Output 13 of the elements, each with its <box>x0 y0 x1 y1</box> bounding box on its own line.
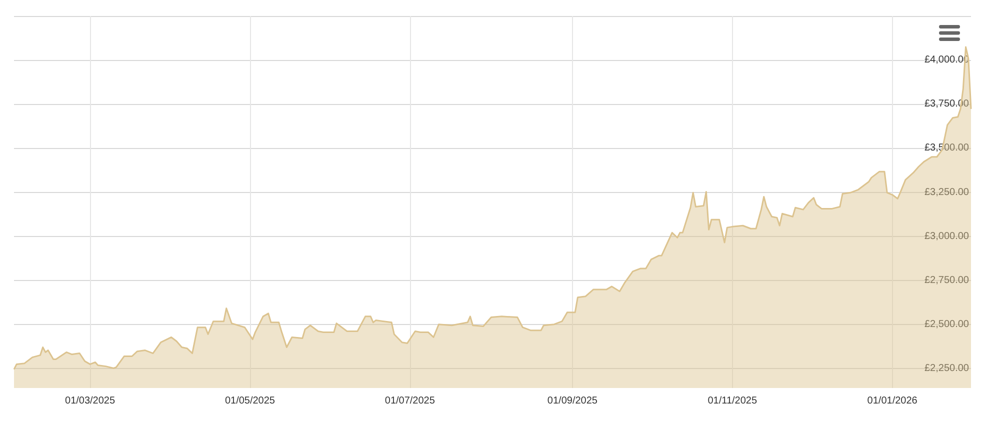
x-tick-label: 01/03/2025 <box>65 396 116 406</box>
x-tick-label: 01/05/2025 <box>224 396 276 406</box>
y-tick-label: £3,250.00 <box>924 186 970 198</box>
y-tick-label: £2,500.00 <box>924 319 970 330</box>
x-tick-label: 01/09/2025 <box>547 396 598 406</box>
y-tick-label: £2,750.00 <box>924 274 970 286</box>
x-tick-label: 01/01/2026 <box>867 396 918 406</box>
y-tick-label: £3,000.00 <box>924 230 970 242</box>
y-tick-label: £2,250.00 <box>924 363 970 374</box>
x-tick-label: 01/07/2025 <box>384 396 436 406</box>
x-tick-label: 01/11/2025 <box>708 396 758 406</box>
y-tick-label: £3,750.00 <box>924 98 970 110</box>
y-tick-label: £3,500.00 <box>924 142 970 154</box>
